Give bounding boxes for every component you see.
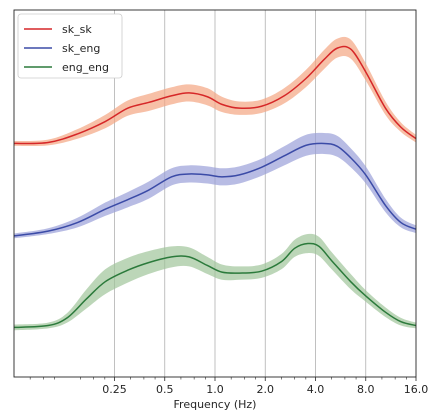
line-eng-eng xyxy=(13,242,417,329)
legend-label-eng-eng: eng_eng xyxy=(62,61,109,74)
x-tick-label-0-5: 0.5 xyxy=(156,383,174,396)
x-axis-ticks: 0.25 0.5 1.0 2.0 4.0 8.0 16.0 xyxy=(29,377,429,396)
legend-label-sk-sk: sk_sk xyxy=(62,23,92,36)
line-sk-eng xyxy=(13,142,417,237)
legend-label-sk-eng: sk_eng xyxy=(62,42,100,55)
band-eng-eng xyxy=(14,233,416,331)
band-sk-eng xyxy=(14,132,416,239)
legend: sk_sk sk_eng eng_eng xyxy=(17,13,123,79)
x-tick-label-2-0: 2.0 xyxy=(257,383,275,396)
x-tick-label-0-25: 0.25 xyxy=(102,383,127,396)
legend-box xyxy=(17,13,123,79)
series-lines xyxy=(13,45,417,329)
line-sk-sk xyxy=(13,45,417,145)
x-tick-label-4-0: 4.0 xyxy=(307,383,325,396)
band-sk-sk xyxy=(14,36,416,147)
x-tick-label-1-0: 1.0 xyxy=(206,383,224,396)
x-tick-label-8-0: 8.0 xyxy=(357,383,375,396)
x-tick-label-16-0: 16.0 xyxy=(404,383,429,396)
x-axis-label: Frequency (Hz) xyxy=(174,398,257,411)
confidence-bands xyxy=(14,36,416,331)
